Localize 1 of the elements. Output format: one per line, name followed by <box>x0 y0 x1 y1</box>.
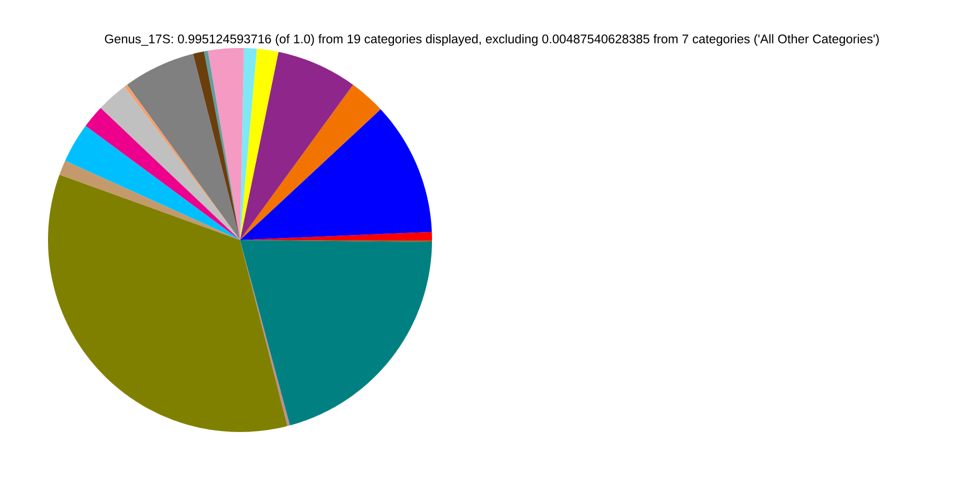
text: Genus_17S: 0.995124593716 (of 1.0) from 19 categories displayed, excluding 0.00487540628385 from 7 categories ('All Other Categories') <box>104 34 879 46</box>
